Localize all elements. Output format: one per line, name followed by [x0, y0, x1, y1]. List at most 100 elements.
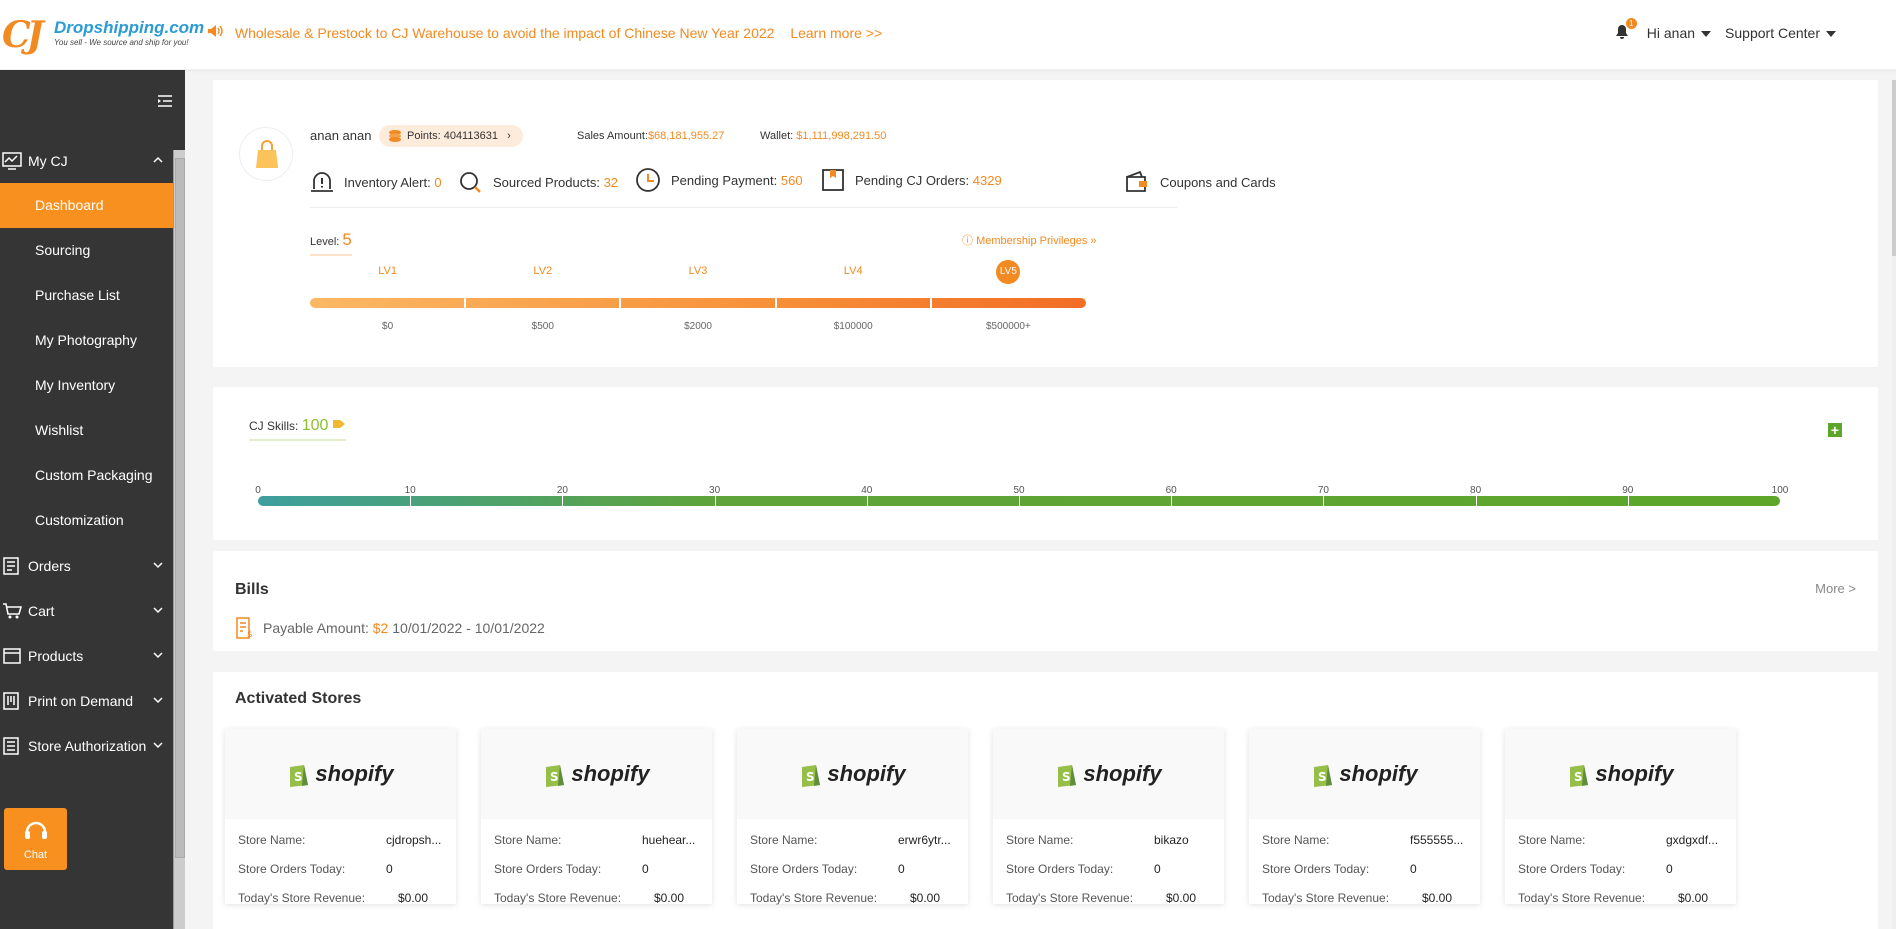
scrollbar-thumb[interactable]: [175, 158, 185, 858]
bills-more-link[interactable]: More >: [1815, 581, 1856, 596]
sidebar-group-cart[interactable]: Cart: [0, 588, 173, 633]
level-label: Level:: [310, 236, 340, 248]
store-orders-label: Store Orders Today:: [750, 862, 858, 876]
search-icon: [460, 172, 481, 193]
svg-text:$: $: [247, 630, 253, 639]
main-scrollbar[interactable]: [1892, 80, 1896, 929]
svg-text:S: S: [1574, 770, 1583, 784]
scrollbar-thumb[interactable]: [1892, 80, 1896, 256]
store-revenue-label: Today's Store Revenue:: [238, 891, 366, 905]
chevron-down-icon: [153, 562, 163, 569]
coupons-and-cards-link[interactable]: Coupons and Cards: [1124, 168, 1276, 196]
cart-icon: [3, 602, 22, 618]
skills-tick-label: 90: [1622, 485, 1634, 496]
pending-payment[interactable]: Pending Payment: 560: [635, 166, 803, 194]
level-label-lv3: LV3: [688, 265, 708, 277]
orders-icon: [3, 556, 19, 575]
skills-divider: [1475, 496, 1477, 506]
support-center-menu[interactable]: Support Center: [1725, 25, 1836, 41]
double-chevron-right-icon: »: [1090, 235, 1097, 247]
shopify-bag-icon: S: [1314, 765, 1333, 787]
store-revenue-value: $0.00: [1678, 891, 1709, 905]
chevron-down-icon: [153, 652, 163, 659]
notification-count: 1: [1625, 18, 1637, 29]
menu-collapse-icon[interactable]: [157, 94, 173, 108]
cj-logo[interactable]: CJ Dropshipping.com You sell - We source…: [2, 14, 204, 56]
store-revenue-label: Today's Store Revenue:: [1518, 891, 1646, 905]
sidebar-scrollbar[interactable]: [173, 150, 185, 929]
store-orders-value: 0: [1410, 862, 1417, 876]
skills-divider: [1019, 496, 1020, 506]
pending-payment-value: 560: [780, 172, 803, 188]
sidebar: My CJ Dashboard Sourcing Purchase List M…: [0, 70, 185, 929]
skills-progress-bar: [258, 496, 1780, 506]
chat-button[interactable]: Chat: [4, 808, 67, 870]
sidebar-item-sourcing[interactable]: Sourcing: [35, 242, 91, 258]
svg-text:S: S: [1062, 770, 1071, 784]
store-name-label: Store Name:: [1262, 833, 1330, 847]
main-content: anan anan Points: 404113631 › Sales Amou…: [185, 70, 1896, 929]
sidebar-group-print-on-demand[interactable]: Print on Demand: [0, 678, 173, 723]
sidebar-item-purchase-list[interactable]: Purchase List: [35, 287, 120, 303]
skills-tick-label: 70: [1317, 485, 1329, 496]
caret-down-icon: [1701, 31, 1712, 38]
user-menu[interactable]: Hi anan: [1647, 25, 1712, 41]
shopify-bag-icon: S: [546, 765, 565, 787]
level-divider: [929, 298, 932, 308]
level-label-lv1: LV1: [378, 265, 397, 277]
skills-tick-label: 60: [1165, 485, 1177, 496]
points-badge[interactable]: Points: 404113631 ›: [379, 125, 523, 147]
chat-label: Chat: [23, 849, 48, 861]
level-threshold: $100000: [833, 321, 873, 332]
add-skill-button[interactable]: +: [1828, 423, 1842, 437]
payable-value: $2: [372, 620, 389, 636]
learn-more-link[interactable]: Learn more >>: [790, 25, 883, 41]
sidebar-group-store-authorization[interactable]: Store Authorization: [0, 723, 173, 768]
sidebar-item-wishlist[interactable]: Wishlist: [35, 422, 84, 438]
level-threshold: $0: [382, 321, 394, 332]
sidebar-group-my-cj[interactable]: My CJ: [0, 138, 173, 183]
level-threshold: $500: [531, 321, 554, 332]
skills-divider: [866, 496, 868, 506]
sidebar-item-customization[interactable]: Customization: [35, 512, 124, 528]
sidebar-item-dashboard[interactable]: Dashboard: [0, 183, 185, 228]
chevron-up-icon: [153, 156, 163, 163]
skills-divider: [714, 496, 716, 506]
store-name-row: Store Name: cjdropsh...: [238, 833, 448, 847]
wallet-amount: Wallet: $1,111,998,291.50: [760, 130, 886, 142]
inventory-alert-label: Inventory Alert:: [344, 174, 431, 190]
sidebar-item-my-photography[interactable]: My Photography: [35, 332, 137, 348]
sidebar-group-orders[interactable]: Orders: [0, 543, 173, 588]
inventory-alert[interactable]: Inventory Alert: 0: [310, 168, 442, 196]
svg-text:S: S: [806, 770, 815, 784]
chevron-down-icon: [153, 697, 163, 704]
membership-privileges-link[interactable]: ⓘ Membership Privileges »: [962, 235, 1097, 247]
sourced-products[interactable]: Sourced Products: 32: [459, 168, 618, 196]
store-revenue-row: Today's Store Revenue: $0.00: [1518, 891, 1728, 905]
store-name-label: Store Name:: [1518, 833, 1586, 847]
products-icon: [3, 647, 21, 664]
sidebar-item-custom-packaging[interactable]: Custom Packaging: [35, 467, 153, 483]
store-revenue-label: Today's Store Revenue:: [750, 891, 878, 905]
notification-bell-icon[interactable]: 1: [1615, 18, 1637, 42]
store-name-row: Store Name: gxdgxdf...: [1518, 833, 1728, 847]
pending-cj-orders[interactable]: Pending CJ Orders: 4329: [821, 166, 1002, 194]
sidebar-group-products[interactable]: Products: [0, 633, 173, 678]
coins-icon: [389, 130, 401, 142]
sidebar-item-my-inventory[interactable]: My Inventory: [35, 377, 116, 393]
svg-text:S: S: [1318, 770, 1327, 784]
store-revenue-value: $0.00: [910, 891, 941, 905]
store-name-value: erwr6ytr...: [898, 833, 951, 847]
coupons-label: Coupons and Cards: [1160, 174, 1276, 190]
sidebar-group-label: Products: [28, 647, 84, 664]
store-revenue-row: Today's Store Revenue: $0.00: [238, 891, 448, 905]
avatar[interactable]: [239, 127, 293, 181]
